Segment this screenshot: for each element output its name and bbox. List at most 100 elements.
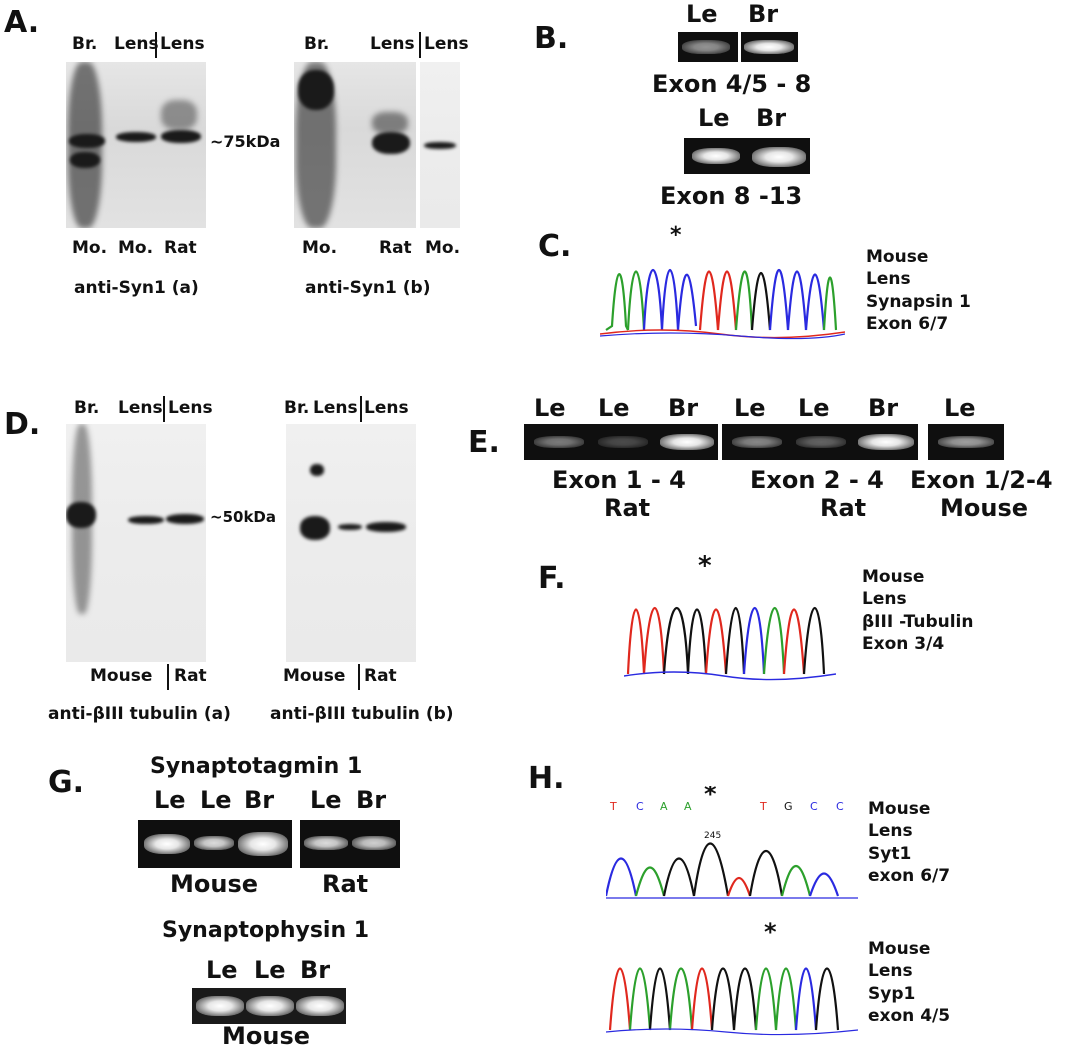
lane-label: Lens	[370, 34, 415, 54]
lane-separator	[155, 32, 157, 58]
gel-lane-label: Le	[734, 394, 766, 422]
svg-text:C: C	[636, 800, 644, 813]
sequence-chromatogram-syp1: *	[606, 918, 858, 1036]
lane-label: Mo.	[302, 238, 338, 258]
pcr-gel-tubb3-exon2-4-rat	[722, 424, 918, 460]
mw-marker: ~50kDa	[210, 508, 276, 526]
panel-g-label: G.	[48, 765, 85, 800]
lane-separator	[360, 396, 362, 422]
gel-caption: Mouse	[940, 494, 1029, 522]
antibody-title: anti-Syn1 (a)	[74, 278, 199, 298]
panel-e-label: E.	[468, 425, 500, 460]
lane-separator	[358, 664, 360, 690]
mw-marker: ~75kDa	[210, 132, 281, 151]
svg-text:C: C	[810, 800, 818, 813]
lane-label: Lens	[424, 34, 469, 54]
species-label: Rat	[174, 666, 207, 686]
lane-label: Mo.	[118, 238, 154, 258]
peak-number: 245	[704, 831, 721, 841]
western-blot-syn1-b-lane3	[420, 62, 460, 228]
gel-caption: Rat	[820, 494, 867, 522]
gel-lane-label: Le	[534, 394, 566, 422]
gel-caption: Exon 2 - 4	[750, 466, 884, 494]
info-line: Mouse	[862, 567, 925, 587]
svg-text:C: C	[836, 800, 844, 813]
info-line: Lens	[866, 269, 911, 290]
species-label: Mouse	[222, 1022, 311, 1050]
lane-label: Lens	[118, 398, 163, 418]
info-line: Lens	[868, 961, 913, 982]
info-line: Syt1	[868, 843, 912, 864]
pcr-gel-syt1-mouse	[138, 820, 292, 868]
gel-lane-label: Br	[868, 394, 899, 422]
gel-lane-label: Br	[748, 0, 779, 28]
pcr-gel-tubb3-exon1-2-4-mouse	[928, 424, 1004, 460]
lane-separator	[167, 664, 169, 690]
lane-label: Br.	[284, 398, 310, 418]
pcr-gel-tubb3-exon1-4-rat	[524, 424, 718, 460]
pcr-gel-syt1-rat	[300, 820, 400, 868]
info-line: βIII -Tubulin	[862, 611, 974, 632]
sequence-info: Mouse Lens Syp1 exon 4/5	[868, 938, 950, 1028]
lane-label: Rat	[379, 238, 412, 258]
sequence-info: Mouse Lens Syt1 exon 6/7	[868, 798, 950, 888]
western-blot-tubb3-a	[66, 424, 206, 662]
gel-lane-label: Le	[254, 956, 286, 984]
panel-h-label: H.	[528, 761, 565, 796]
western-blot-tubb3-b	[286, 424, 416, 662]
svg-text:A: A	[684, 800, 692, 813]
lane-label: Mo.	[72, 238, 108, 258]
species-label: Rat	[364, 666, 397, 686]
lane-label: Mo.	[425, 238, 461, 258]
info-line: Lens	[862, 589, 907, 610]
svg-text:*: *	[698, 552, 712, 581]
lane-label: Lens	[168, 398, 213, 418]
svg-text:T: T	[609, 800, 617, 813]
antibody-title: anti-βIII tubulin (a)	[48, 704, 231, 724]
panel-b-label: B.	[534, 21, 569, 56]
panel-d-label: D.	[4, 407, 41, 442]
gel-caption: Exon 1 - 4	[552, 466, 686, 494]
lane-label: Lens	[313, 398, 358, 418]
info-line: Mouse	[866, 247, 929, 267]
svg-text:G: G	[784, 800, 793, 813]
species-label: Mouse	[90, 666, 153, 686]
western-blot-syn1-a	[66, 62, 206, 228]
panel-c-label: C.	[538, 229, 572, 264]
gel-lane-label: Le	[798, 394, 830, 422]
info-line: exon 4/5	[868, 1006, 951, 1027]
pcr-gel-syn1-exon8-13	[684, 138, 810, 174]
gel-lane-label: Br	[756, 104, 787, 132]
gel-lane-label: Le	[200, 786, 232, 814]
species-label: Mouse	[170, 870, 259, 898]
lane-label: Lens	[364, 398, 409, 418]
sequence-chromatogram-syn1: *	[600, 223, 845, 340]
gel-lane-label: Le	[154, 786, 186, 814]
lane-label: Br.	[74, 398, 100, 418]
gel-lane-label: Br	[356, 786, 387, 814]
gene-title: Synaptotagmin 1	[150, 754, 363, 779]
gel-lane-label: Le	[310, 786, 342, 814]
lane-separator	[163, 396, 165, 422]
info-line: Exon 6/7	[866, 314, 949, 335]
gel-lane-label: Br	[668, 394, 699, 422]
svg-text:A: A	[660, 800, 668, 813]
gel-lane-label: Br	[300, 956, 331, 984]
info-line: Mouse	[868, 799, 931, 819]
lane-label: Rat	[164, 238, 197, 258]
gel-lane-label: Br	[244, 786, 275, 814]
gel-lane-label: Le	[698, 104, 730, 132]
pcr-gel-syn1-exon4-8	[678, 32, 798, 62]
gel-caption: Exon 1/2-4	[910, 466, 1053, 494]
species-label: Mouse	[283, 666, 346, 686]
info-line: exon 6/7	[868, 866, 951, 887]
info-line: Exon 3/4	[862, 634, 945, 655]
panel-a-label: A.	[4, 5, 40, 40]
lane-label: Lens	[160, 34, 205, 54]
gel-caption: Exon 8 -13	[660, 182, 803, 210]
svg-text:*: *	[704, 786, 717, 808]
sequence-chromatogram-tubb3: *	[624, 552, 836, 681]
antibody-title: anti-βIII tubulin (b)	[270, 704, 454, 724]
info-line: Synapsin 1	[866, 291, 971, 312]
gel-lane-label: Le	[686, 0, 718, 28]
